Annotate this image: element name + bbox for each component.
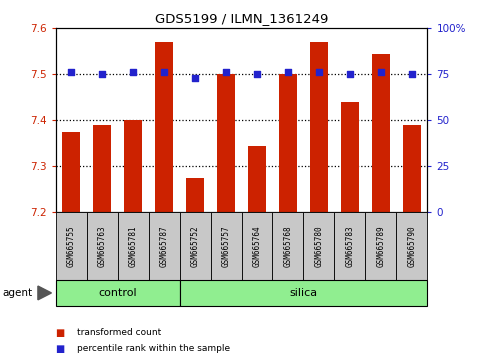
Text: agent: agent <box>2 288 32 298</box>
Bar <box>310 42 328 212</box>
Bar <box>397 212 427 280</box>
Bar <box>56 212 86 280</box>
Point <box>315 70 323 75</box>
Bar <box>372 53 390 212</box>
Text: GSM665752: GSM665752 <box>190 225 199 267</box>
Bar <box>149 212 180 280</box>
Point <box>191 75 199 81</box>
Polygon shape <box>38 286 52 300</box>
Bar <box>303 212 334 280</box>
Text: GSM665757: GSM665757 <box>222 225 230 267</box>
Bar <box>62 132 80 212</box>
Bar <box>272 212 303 280</box>
Point <box>408 72 416 77</box>
Text: GSM665790: GSM665790 <box>408 225 416 267</box>
Text: GSM665755: GSM665755 <box>67 225 75 267</box>
Point <box>98 72 106 77</box>
Bar <box>86 212 117 280</box>
Text: GSM665780: GSM665780 <box>314 225 324 267</box>
Bar <box>334 212 366 280</box>
Text: ■: ■ <box>56 344 65 354</box>
Text: percentile rank within the sample: percentile rank within the sample <box>77 344 230 353</box>
Bar <box>180 212 211 280</box>
Bar <box>366 212 397 280</box>
Point <box>284 70 292 75</box>
Bar <box>242 212 272 280</box>
Bar <box>217 74 235 212</box>
Text: control: control <box>98 288 137 298</box>
Bar <box>211 212 242 280</box>
Text: GSM665783: GSM665783 <box>345 225 355 267</box>
Bar <box>93 125 112 212</box>
Text: GSM665768: GSM665768 <box>284 225 293 267</box>
Text: GSM665781: GSM665781 <box>128 225 138 267</box>
Point <box>129 70 137 75</box>
Bar <box>341 102 359 212</box>
Bar <box>155 42 173 212</box>
Text: GDS5199 / ILMN_1361249: GDS5199 / ILMN_1361249 <box>155 12 328 25</box>
Bar <box>117 212 149 280</box>
Bar <box>248 145 266 212</box>
Text: GSM665789: GSM665789 <box>376 225 385 267</box>
Text: transformed count: transformed count <box>77 328 161 337</box>
Bar <box>403 125 421 212</box>
Bar <box>124 120 142 212</box>
Bar <box>180 280 427 306</box>
Text: GSM665763: GSM665763 <box>98 225 107 267</box>
Text: GSM665764: GSM665764 <box>253 225 261 267</box>
Text: GSM665787: GSM665787 <box>159 225 169 267</box>
Bar <box>56 280 180 306</box>
Point <box>160 70 168 75</box>
Point <box>253 72 261 77</box>
Bar <box>279 74 297 212</box>
Point <box>346 72 354 77</box>
Point <box>222 70 230 75</box>
Point <box>67 70 75 75</box>
Bar <box>186 178 204 212</box>
Text: ■: ■ <box>56 328 65 338</box>
Text: silica: silica <box>289 288 317 298</box>
Point <box>377 70 385 75</box>
